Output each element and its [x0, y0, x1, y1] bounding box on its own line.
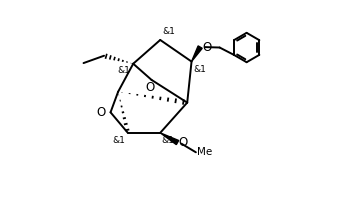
Text: O: O [202, 41, 211, 54]
Text: &1: &1 [162, 27, 175, 36]
Text: Me: Me [197, 147, 212, 157]
Polygon shape [160, 133, 179, 145]
Text: &1: &1 [194, 65, 207, 74]
Text: O: O [146, 81, 155, 94]
Text: &1: &1 [161, 136, 174, 145]
Text: &1: &1 [113, 136, 126, 145]
Text: &1: &1 [117, 66, 130, 75]
Polygon shape [192, 46, 202, 62]
Text: O: O [96, 106, 105, 119]
Text: O: O [179, 137, 188, 149]
